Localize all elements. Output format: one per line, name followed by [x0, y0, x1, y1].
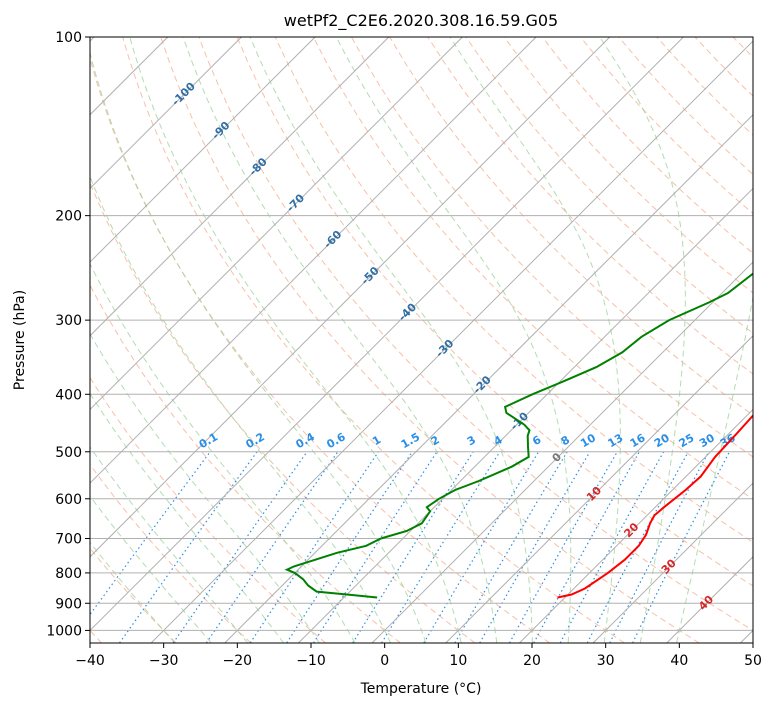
mixing-ratio-line — [205, 451, 339, 643]
y-tick-label: 700 — [55, 532, 82, 548]
sounding-profiles — [284, 272, 753, 599]
isotherm-line — [90, 37, 611, 558]
moist-adiabat — [335, 37, 572, 643]
y-axis-title: Pressure (hPa) — [12, 290, 28, 390]
isotherm-line — [90, 37, 463, 411]
moist-adiabat — [90, 495, 212, 643]
y-tick-label: 800 — [55, 566, 82, 582]
y-tick-label: 400 — [55, 387, 82, 403]
y-tick-label: 300 — [55, 313, 82, 329]
mixing-ratio-line — [454, 451, 568, 643]
x-tick-label: 50 — [744, 653, 762, 669]
x-tick-label: 40 — [670, 653, 688, 669]
moist-adiabat — [90, 446, 248, 643]
isotherm-gridlines — [90, 37, 753, 643]
isotherm-line — [90, 37, 316, 263]
x-tick-label: −10 — [296, 653, 326, 669]
moist-adiabat — [676, 294, 753, 643]
mixing-ratio-line — [586, 451, 689, 643]
isotherm-line — [298, 187, 753, 643]
dry-adiabat — [312, 37, 753, 500]
x-tick-label: −20 — [223, 653, 253, 669]
x-tick-label: −30 — [149, 653, 179, 669]
mixing-ratio-line — [172, 451, 308, 643]
temperature-profile-line — [557, 414, 753, 599]
x-axis: −40 −30 −20 −10 0 10 20 30 40 50 — [75, 643, 762, 669]
isotherm-line — [445, 335, 753, 643]
mixing-ratio-line — [286, 451, 413, 643]
dry-adiabat — [122, 37, 625, 643]
dry-adiabat — [236, 37, 753, 587]
isotherm-line — [90, 37, 537, 484]
dry-adiabat — [198, 37, 753, 631]
mixing-ratio-line — [249, 451, 379, 643]
x-tick-label: 20 — [523, 653, 541, 669]
isotherm-line — [90, 37, 684, 632]
dry-adiabat — [160, 37, 700, 643]
moist-adiabat — [249, 37, 533, 643]
y-tick-label: 1000 — [46, 623, 82, 639]
isotherm-line — [150, 40, 753, 643]
y-tick-label: 600 — [55, 492, 82, 508]
chart-title: wetPf2_C2E6.2020.308.16.59.G05 — [284, 11, 558, 31]
mixing-ratio-line — [423, 451, 540, 643]
mixing-ratio-line — [352, 451, 474, 643]
y-tick-label: 900 — [55, 596, 82, 612]
isotherm-line — [90, 37, 242, 190]
x-tick-label: 0 — [380, 653, 389, 669]
moist-adiabat — [449, 37, 621, 643]
isotherm-line — [371, 261, 753, 643]
x-tick-label: 10 — [449, 653, 467, 669]
moist-adiabat — [90, 175, 391, 643]
dry-adiabat — [90, 463, 252, 643]
isotherm-line — [224, 114, 753, 643]
y-tick-label: 100 — [55, 30, 82, 46]
x-tick-label: 30 — [597, 653, 615, 669]
y-axis: 100 200 300 400 500 600 700 800 900 1000 — [46, 30, 90, 639]
isotherm-line — [592, 482, 753, 643]
moist-adiabat — [90, 50, 427, 643]
moist-adiabat — [90, 332, 320, 643]
mixing-ratio-line — [312, 451, 438, 643]
moist-adiabat — [90, 262, 356, 643]
moist-adiabat — [599, 37, 686, 643]
x-tick-label: −40 — [75, 653, 105, 669]
y-tick-label: 200 — [55, 209, 82, 225]
y-tick-label: 500 — [55, 445, 82, 461]
dry-adiabat — [503, 37, 753, 294]
isobar-gridlines — [90, 37, 753, 631]
moist-adiabat — [182, 37, 498, 643]
mixing-ratio-line — [559, 451, 665, 643]
moist-adiabat — [129, 37, 462, 643]
x-axis-title: Temperature (°C) — [360, 681, 482, 697]
plot-area: -100-90-80-70-60-50-40-30-20-10010203040… — [90, 37, 753, 643]
dry-adiabat — [274, 37, 753, 543]
dewpoint-profile-line — [284, 272, 753, 599]
isotherm-line — [519, 408, 753, 643]
isotherm-line — [90, 37, 390, 337]
plot-frame — [89, 36, 754, 644]
moist-adiabats — [90, 37, 753, 643]
